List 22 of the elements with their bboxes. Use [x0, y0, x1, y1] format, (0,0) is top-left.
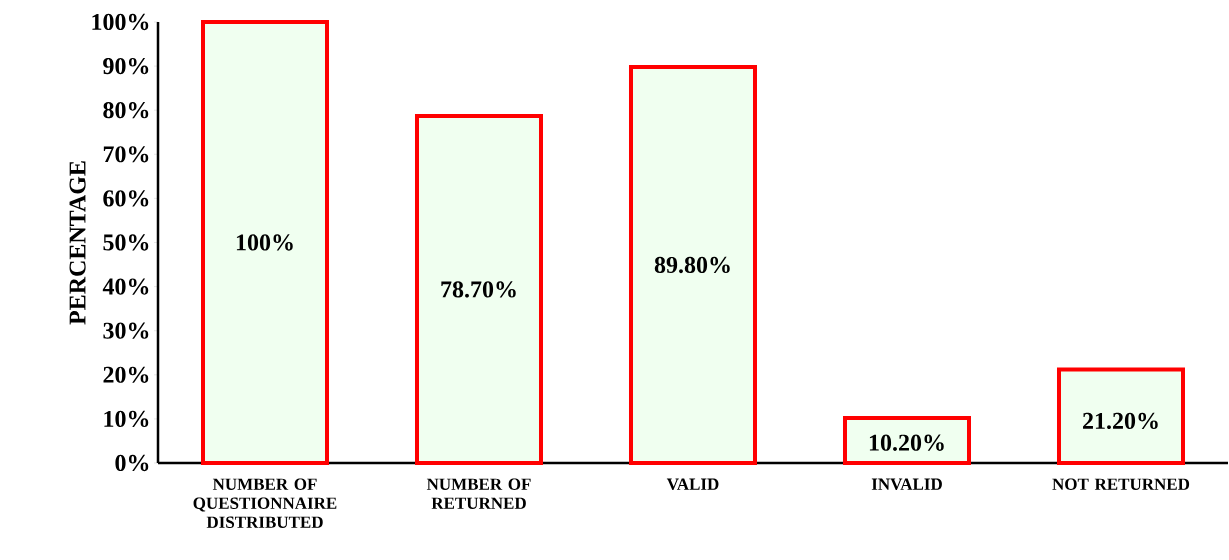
x-tick-label: NOT RETURNED [1052, 478, 1190, 490]
data-label: 78.70% [441, 281, 516, 298]
y-axis-title: PERCENTAGE [69, 161, 86, 325]
y-tick-label: 100% [92, 13, 149, 31]
data-label: 100% [236, 234, 293, 251]
y-tick-label: 60% [103, 190, 149, 207]
data-label: 89.80% [654, 256, 730, 274]
y-tick-label: 20% [103, 366, 149, 383]
data-label: 10.20% [869, 434, 944, 451]
y-tick-label: 30% [103, 322, 149, 339]
x-tick-label: VALID [666, 478, 719, 490]
y-tick-label: 80% [103, 102, 149, 119]
y-tick-label: 90% [103, 57, 149, 75]
y-tick-label: 0% [115, 454, 149, 472]
data-label: 21.20% [1083, 412, 1158, 430]
x-tick-label: NUMBER OF QUESTIONNAIRE DISTRIBUTED [193, 478, 337, 528]
y-tick-label: 50% [103, 234, 149, 251]
x-tick-label: INVALID [871, 478, 942, 490]
y-tick-label: 10% [104, 410, 149, 428]
x-tick-label: NUMBER OF RETURNED [426, 478, 531, 509]
y-tick-label: 70% [103, 146, 149, 163]
y-tick-label: 40% [102, 278, 149, 295]
